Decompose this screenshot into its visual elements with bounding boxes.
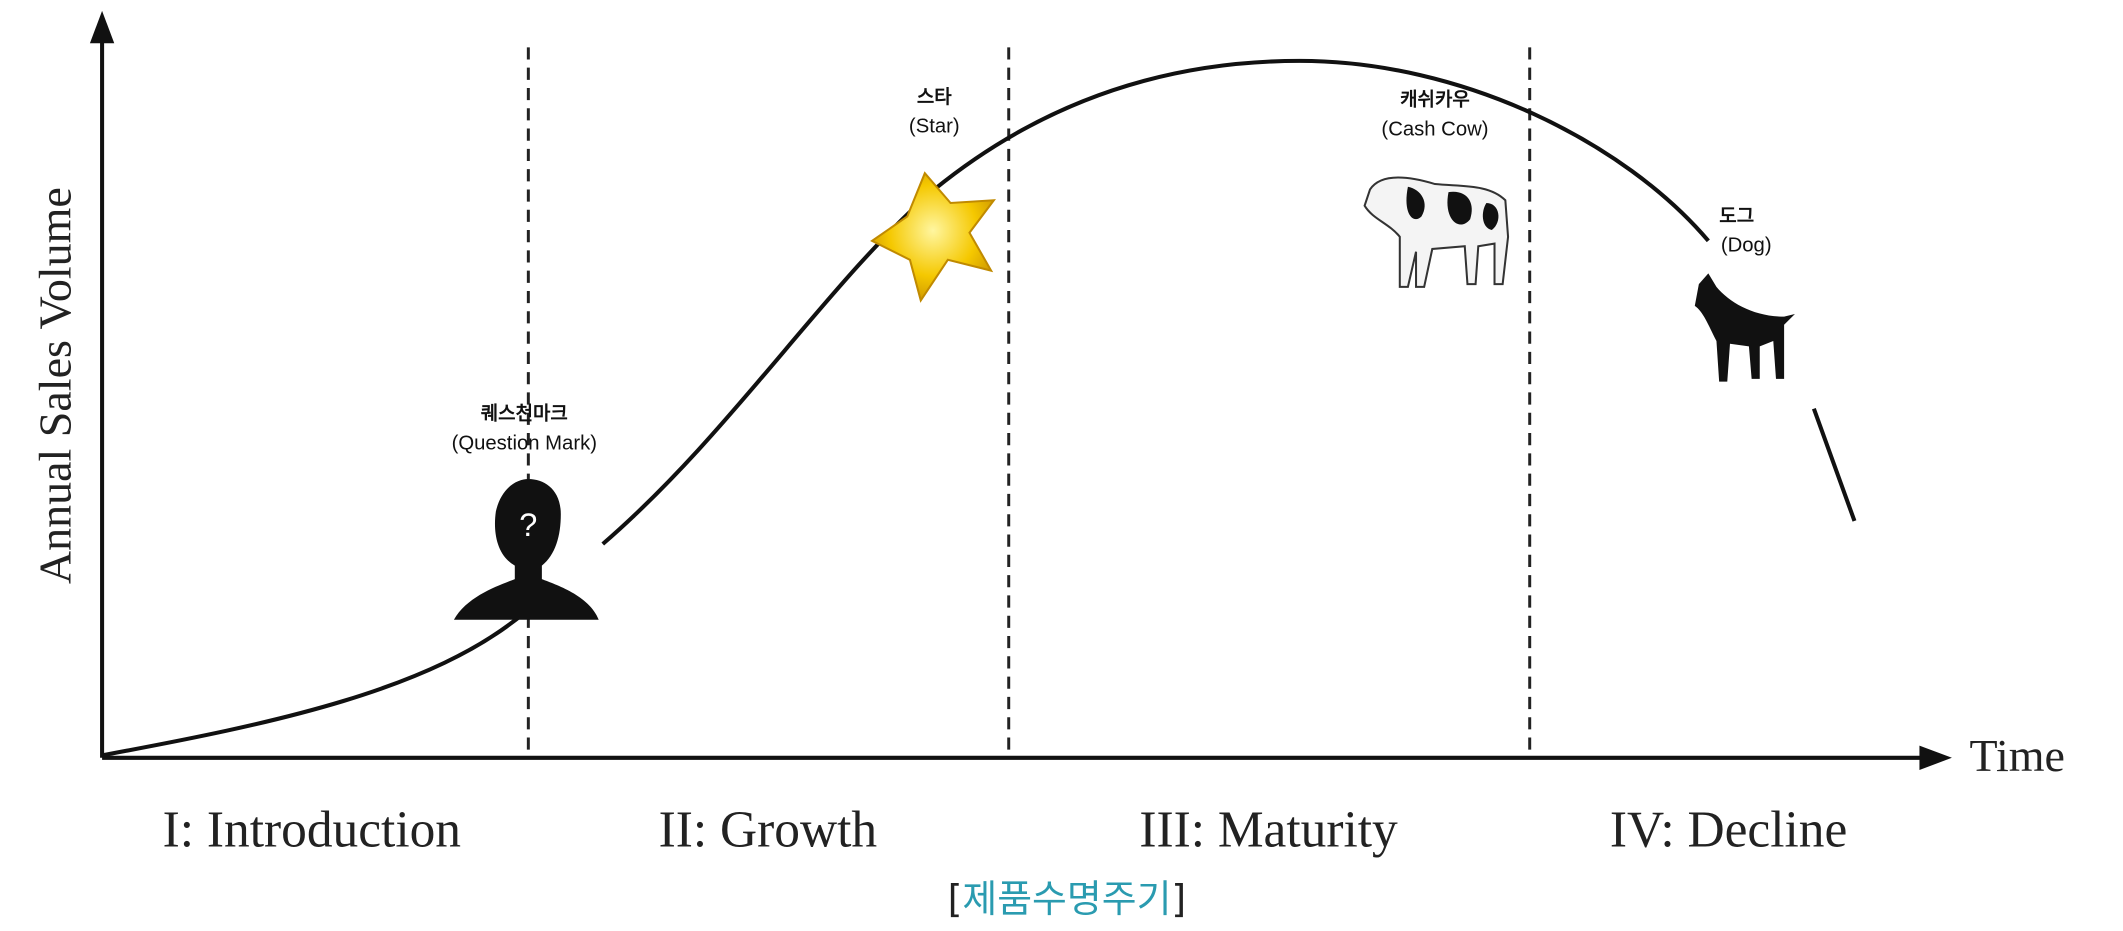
caption: [제품수명주기] [948,877,1187,921]
dog-icon [1694,273,1795,382]
marker-label-en: (Cash Cow) [1381,118,1488,140]
y-axis-label: Annual Sales Volume [30,187,81,584]
axes [89,10,1952,770]
x-axis-label: Time [1969,730,2064,781]
marker-label-ko: 캐쉬카우 [1400,89,1470,111]
stage-label: IV: Decline [1610,802,1847,859]
question-mark-icon: ? [453,479,599,620]
svg-text:?: ? [519,507,537,543]
stage-label: I: Introduction [163,802,461,859]
marker-label-en: (Dog) [1721,235,1772,257]
caption-bracket: ] [1171,877,1186,921]
stage-dividers [526,47,1532,756]
lifecycle-curve [103,58,1857,758]
stage-label: III: Maturity [1139,802,1398,859]
marker-label-en: (Question Mark) [452,432,597,454]
stage-label: II: Growth [659,802,878,859]
marker-label-en: (Star) [909,116,960,138]
marker-label-ko: 퀘스천마크 [481,402,568,424]
marker-label-ko: 스타 [917,86,952,108]
caption-text: 제품수명주기 [962,877,1171,921]
star-icon [870,171,996,303]
cow-icon [1363,176,1510,288]
caption-bracket: [ [948,877,963,921]
marker-label-ko: 도그 [1719,205,1754,227]
